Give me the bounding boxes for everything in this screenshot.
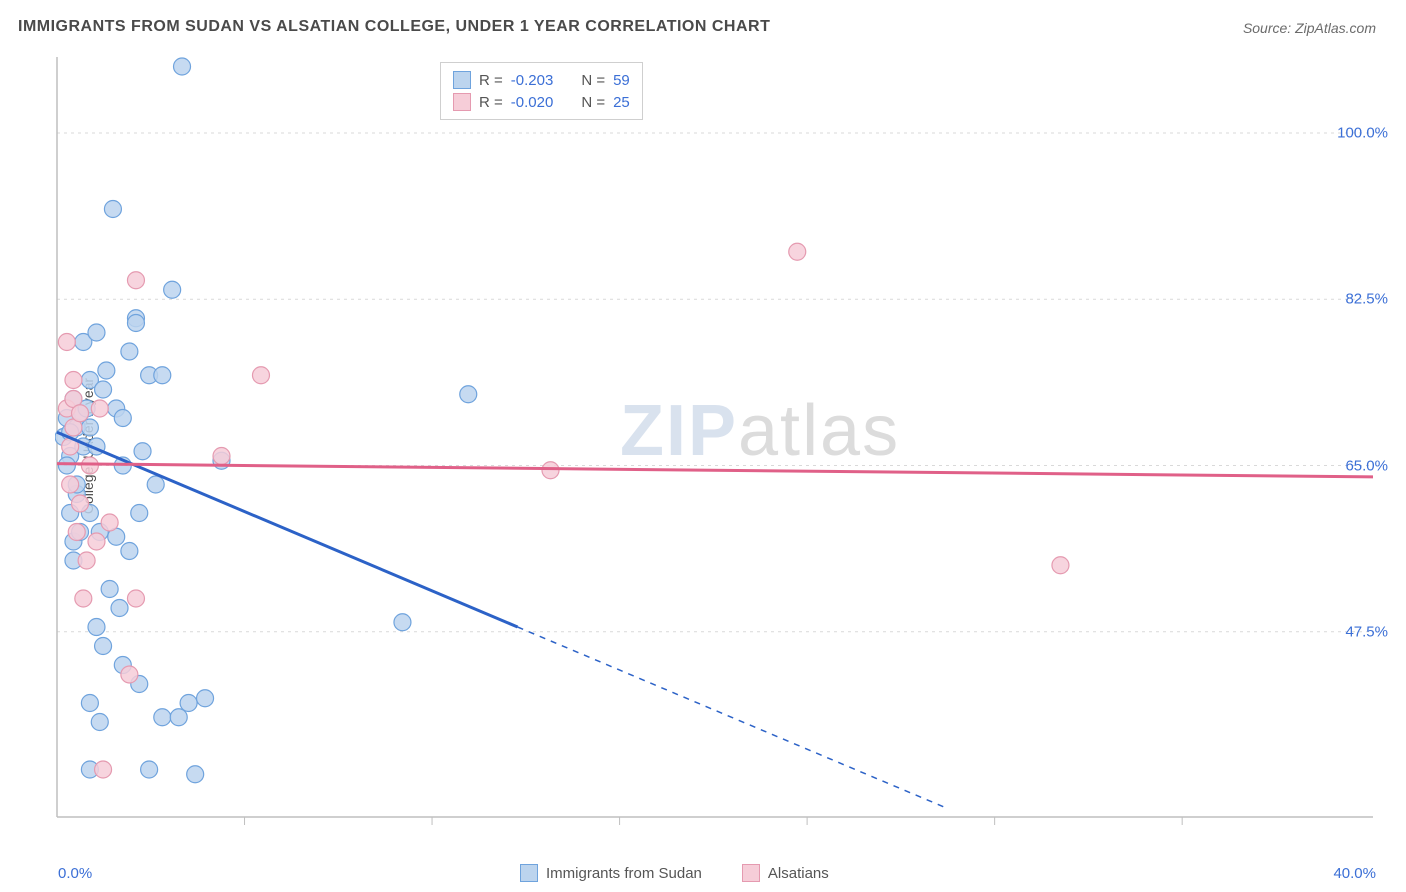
- legend-row-series1: R = -0.203 N = 59: [453, 69, 630, 91]
- legend-r-label: R =: [479, 72, 503, 89]
- source-attribution: Source: ZipAtlas.com: [1243, 20, 1376, 36]
- chart-title: IMMIGRANTS FROM SUDAN VS ALSATIAN COLLEG…: [18, 18, 770, 36]
- legend-swatch-series2: [453, 93, 471, 111]
- legend-swatch-series2-b: [742, 864, 760, 882]
- legend-row-series2: R = -0.020 N = 25: [453, 91, 630, 113]
- y-tick-label: 65.0%: [1345, 457, 1388, 474]
- x-axis-max-label: 40.0%: [1333, 865, 1376, 882]
- legend-n-label: N =: [581, 94, 605, 111]
- legend-r-value-1: -0.203: [511, 72, 554, 89]
- legend-swatch-series1: [453, 71, 471, 89]
- legend-label-series1: Immigrants from Sudan: [546, 865, 702, 882]
- legend-r-value-2: -0.020: [511, 94, 554, 111]
- legend-n-value-1: 59: [613, 72, 630, 89]
- legend-r-label: R =: [479, 94, 503, 111]
- legend-n-value-2: 25: [613, 94, 630, 111]
- scatter-plot: [55, 55, 1375, 845]
- correlation-legend: R = -0.203 N = 59 R = -0.020 N = 25: [440, 62, 643, 120]
- legend-swatch-series1-b: [520, 864, 538, 882]
- x-axis-min-label: 0.0%: [58, 865, 92, 882]
- series-legend: Immigrants from Sudan Alsatians: [520, 864, 829, 882]
- legend-n-label: N =: [581, 72, 605, 89]
- y-tick-label: 82.5%: [1345, 291, 1388, 308]
- legend-item-series2: Alsatians: [742, 864, 829, 882]
- legend-item-series1: Immigrants from Sudan: [520, 864, 702, 882]
- legend-label-series2: Alsatians: [768, 865, 829, 882]
- y-tick-label: 47.5%: [1345, 623, 1388, 640]
- y-tick-label: 100.0%: [1337, 125, 1388, 142]
